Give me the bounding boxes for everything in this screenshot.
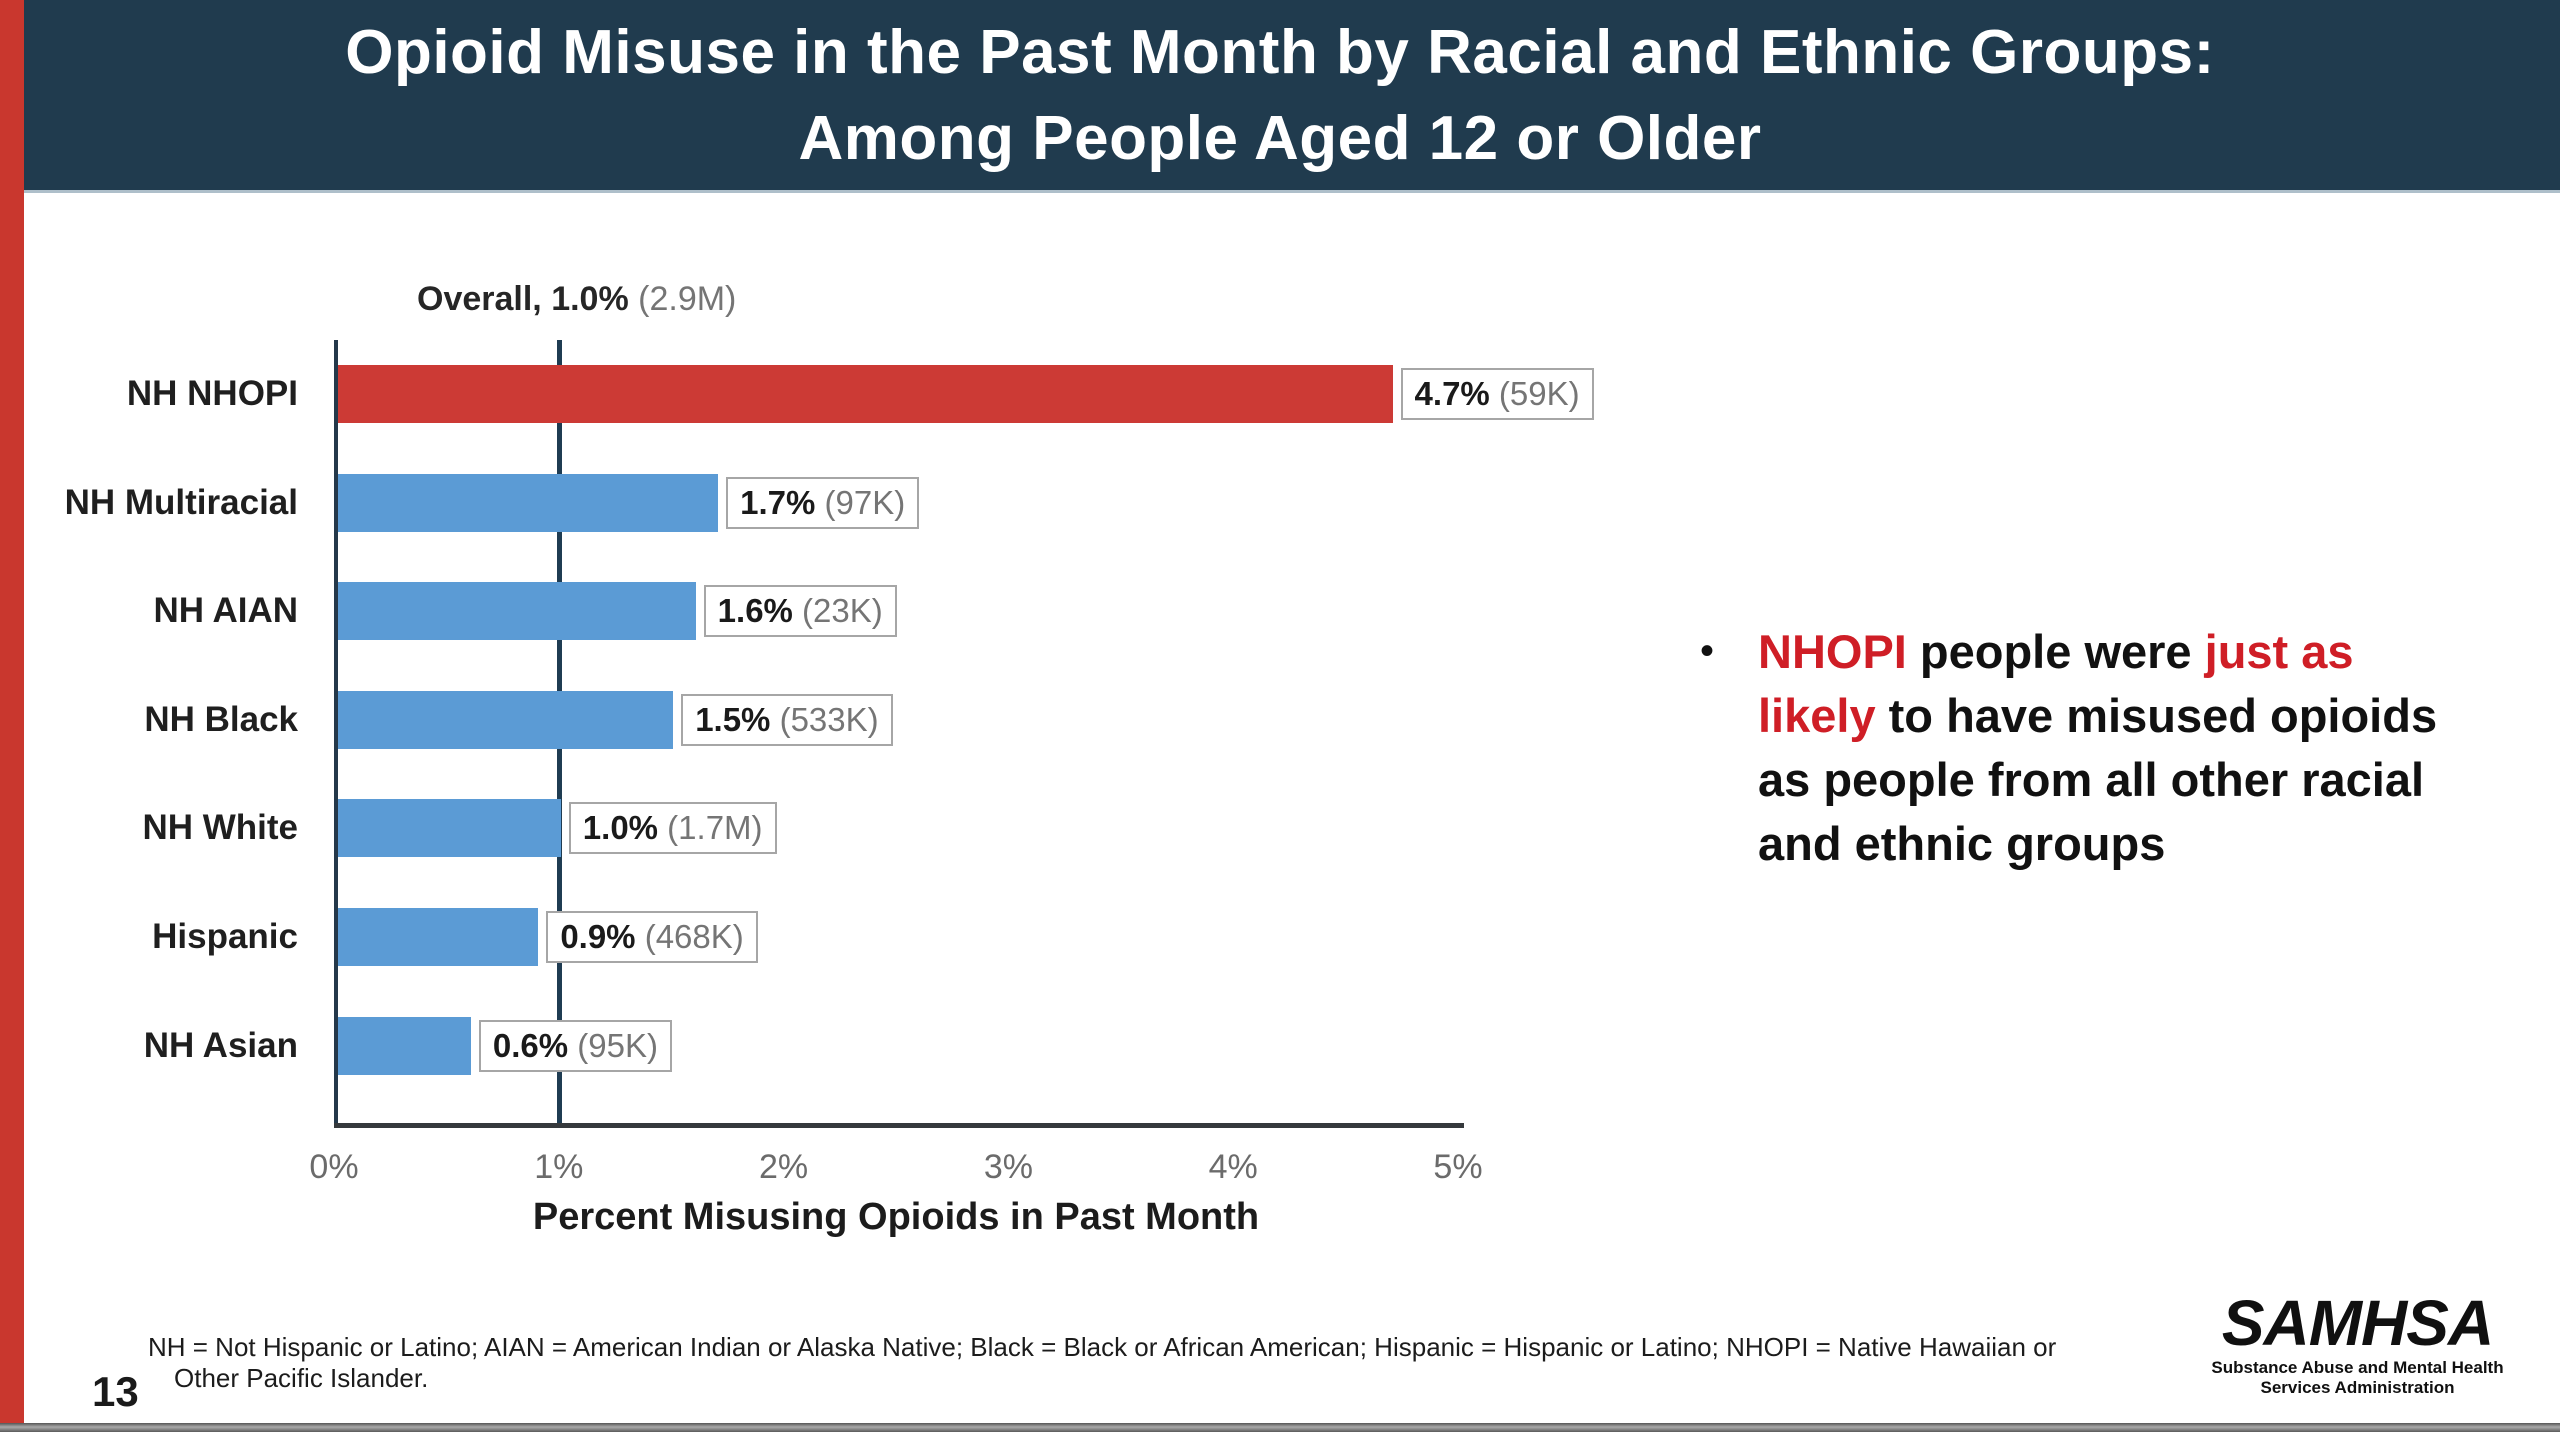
value-label-nh-nhopi: 4.7% (59K) (1400, 368, 1594, 420)
bullet-line-2: likely to have misused opioids (1758, 684, 2540, 748)
row-label-nh-asian: NH Asian (143, 1025, 298, 1065)
value-percent: 1.6% (717, 592, 793, 630)
value-label-hispanic: 0.9% (468K) (546, 911, 758, 963)
value-percent: 0.9% (560, 918, 636, 955)
row-label-nh-black: NH Black (144, 699, 298, 739)
slide-title-line2: Among People Aged 12 or Older (798, 104, 1762, 173)
value-count: (533K) (770, 700, 879, 738)
left-accent-strip (0, 0, 24, 1423)
bullet-dot: • (1700, 629, 1715, 673)
bullet-segment: people were (1906, 625, 2205, 678)
plot-area: 4.7% (59K) 1.7% (97K) 1.6% (23K) 1.5% (533K… (334, 340, 1594, 1128)
value-count: (23K) (792, 592, 883, 630)
samhsa-logo-wordmark: SAMHSA (2221, 1287, 2494, 1359)
row-label-nh-nhopi: NH NHOPI (126, 374, 298, 413)
bullet-segment-red: just as (2204, 625, 2354, 678)
bar-hispanic (336, 908, 539, 966)
y-axis-line (334, 340, 338, 1128)
value-percent: 4.7% (1414, 375, 1490, 412)
value-label-nh-multiracial: 1.7% (97K) (726, 476, 920, 529)
bar-nh-asian (336, 1016, 471, 1075)
key-finding-bullet: • NHOPI people were just as likely to hav… (1700, 620, 2540, 876)
overall-reference-label-bold: Overall, 1.0% (417, 280, 629, 318)
row-label-nh-multiracial: NH Multiracial (64, 482, 298, 522)
bar-nh-white (336, 799, 561, 858)
header-banner: Opioid Misuse in the Past Month by Racia… (0, 0, 2560, 190)
value-percent: 0.6% (492, 1026, 569, 1064)
x-axis-title: Percent Misusing Opioids in Past Month (532, 1196, 1260, 1238)
value-count: (1.7M) (658, 809, 763, 847)
footnote-line2: Other Pacific Islander. (174, 1363, 429, 1393)
bullet-text: NHOPI people were just as likely to have … (1758, 620, 2540, 876)
bullet-segment-red: likely (1758, 689, 1876, 742)
slide-title-line1: Opioid Misuse in the Past Month by Racia… (345, 18, 2215, 87)
x-tick-0%: 0% (309, 1148, 359, 1186)
bullet-segment-red: NHOPI (1758, 625, 1907, 678)
category-axis-labels: NH NHOPI NH Multiracial NH AIAN NH Black NH … (0, 340, 316, 1128)
bullet-segment: as people from all other racial (1758, 753, 2425, 806)
x-tick-4%: 4% (1208, 1148, 1258, 1186)
samhsa-logo: SAMHSA Substance Abuse and Mental Health… (2185, 1288, 2530, 1398)
overall-reference-label: Overall, 1.0% (2.9M) (417, 280, 736, 319)
samhsa-logo-subtext-line2: Services Administration (2260, 1378, 2455, 1397)
value-count: (97K) (815, 483, 906, 521)
value-label-nh-aian: 1.6% (23K) (703, 585, 897, 638)
row-label-hispanic: Hispanic (152, 917, 298, 956)
bullet-segment: to have misused opioids (1875, 689, 2438, 742)
value-percent: 1.0% (582, 809, 659, 847)
bullet-line-3: as people from all other racial (1758, 748, 2540, 812)
value-label-nh-white: 1.0% (1.7M) (568, 802, 777, 855)
bullet-line-1: NHOPI people were just as (1758, 620, 2540, 684)
bar-nh-nhopi (336, 365, 1393, 423)
footnote: NH = Not Hispanic or Latino; AIAN = Amer… (148, 1332, 2056, 1394)
value-count: (95K) (568, 1026, 658, 1064)
value-label-nh-black: 1.5% (533K) (681, 693, 893, 746)
value-percent: 1.7% (740, 483, 816, 521)
bullet-segment: and ethnic groups (1758, 817, 2166, 870)
bar-nh-black (336, 690, 674, 749)
header-bevel-line (0, 190, 2560, 193)
value-count: (468K) (635, 918, 744, 955)
x-axis-line (334, 1123, 1464, 1128)
overall-reference-label-count: (2.9M) (638, 280, 737, 318)
value-count: (59K) (1489, 375, 1580, 412)
x-tick-2%: 2% (759, 1148, 809, 1186)
value-label-nh-asian: 0.6% (95K) (478, 1019, 672, 1072)
x-tick-3%: 3% (983, 1148, 1033, 1186)
x-tick-5%: 5% (1433, 1148, 1483, 1186)
slide-title: Opioid Misuse in the Past Month by Racia… (0, 10, 2560, 182)
row-label-nh-white: NH White (142, 808, 298, 848)
x-axis-ticks: 0% 1% 2% 3% 4% 5% (309, 1148, 1482, 1188)
samhsa-logo-subtext-line1: Substance Abuse and Mental Health (2211, 1358, 2504, 1377)
bottom-divider-bar (0, 1423, 2560, 1432)
bar-nh-aian (336, 582, 696, 641)
value-percent: 1.5% (695, 700, 771, 738)
page-number: 13 (92, 1368, 139, 1415)
row-label-nh-aian: NH AIAN (153, 591, 298, 631)
footnote-line1: NH = Not Hispanic or Latino; AIAN = Amer… (148, 1332, 2057, 1362)
bar-nh-multiracial (336, 473, 719, 532)
x-tick-1%: 1% (534, 1148, 584, 1186)
bullet-line-4: and ethnic groups (1758, 812, 2540, 876)
